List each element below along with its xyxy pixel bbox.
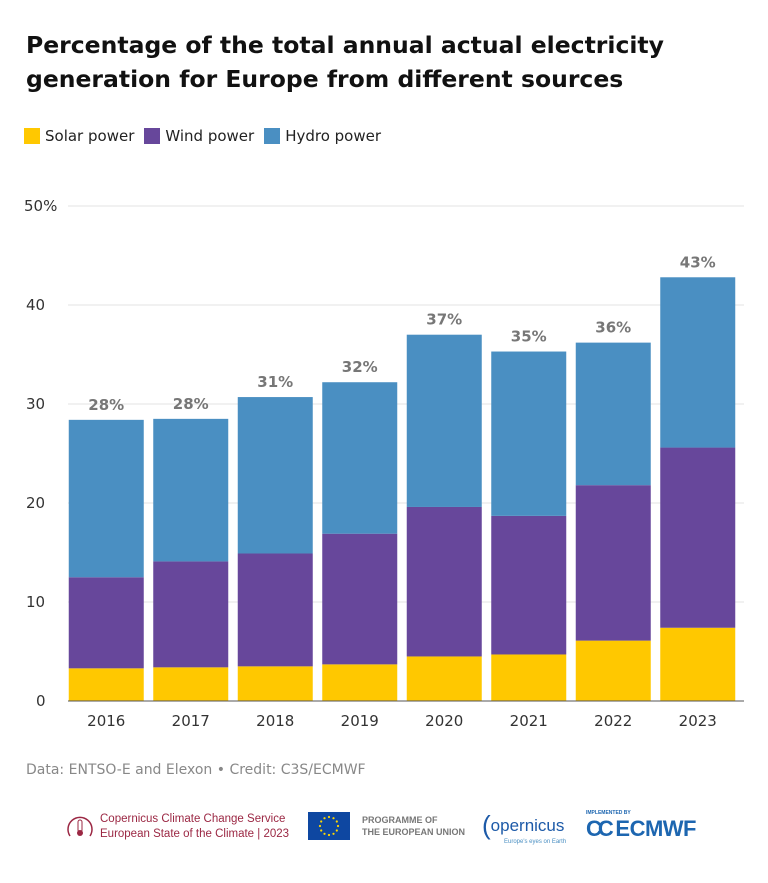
y-tick-label: 10 — [26, 593, 45, 611]
ecmwf-implemented: IMPLEMENTED BY — [586, 810, 631, 816]
bar-hydro-power — [491, 351, 567, 516]
y-tick-label: 0 — [36, 692, 46, 710]
total-label: 31% — [257, 373, 293, 391]
bar-solar-power — [68, 668, 144, 701]
bar-solar-power — [491, 654, 567, 701]
bar-wind-power — [575, 485, 651, 641]
c3s-line2: European State of the Climate | 2023 — [100, 828, 290, 840]
copernicus-logo: (opernicus Europe's eyes on Earth — [482, 810, 567, 845]
footer-logos: Copernicus Climate Change Service Europea… — [66, 810, 746, 850]
bar-wind-power — [491, 515, 567, 655]
legend-label: Solar power — [45, 127, 135, 145]
y-tick-label: 30 — [26, 395, 45, 413]
legend-swatch — [24, 128, 40, 144]
c3s-logo: Copernicus Climate Change Service Europea… — [66, 812, 289, 842]
bar-hydro-power — [575, 342, 651, 486]
x-tick-label: 2021 — [510, 712, 548, 730]
legend-label: Wind power — [165, 127, 255, 145]
bar-hydro-power — [322, 382, 398, 534]
x-tick-label: 2023 — [679, 712, 717, 730]
y-tick-label: 40 — [26, 296, 45, 314]
x-tick-label: 2018 — [256, 712, 294, 730]
total-label: 37% — [426, 311, 462, 329]
bar-wind-power — [153, 561, 229, 668]
eu-flag-icon — [308, 812, 350, 840]
bar-solar-power — [237, 666, 313, 701]
bar-hydro-power — [153, 418, 229, 562]
bar-hydro-power — [68, 419, 144, 578]
ecmwf-text: ECMWF — [615, 816, 696, 841]
chart-title: Percentage of the total annual actual el… — [26, 31, 664, 93]
eu-logo: PROGRAMME OF THE EUROPEAN UNION — [308, 812, 465, 840]
total-label: 28% — [88, 396, 124, 414]
y-tick-label: 50% — [24, 197, 57, 215]
bar-wind-power — [406, 506, 482, 657]
source-credit: Data: ENTSO-E and Elexon • Credit: C3S/E… — [26, 762, 366, 778]
total-label: 43% — [680, 253, 716, 271]
total-label: 36% — [595, 319, 631, 337]
eu-line2: THE EUROPEAN UNION — [362, 827, 466, 837]
bar-hydro-power — [660, 277, 736, 448]
ecmwf-wordmark: CC ECMWF — [586, 816, 696, 841]
bar-solar-power — [406, 656, 482, 701]
legend-swatch — [264, 128, 281, 144]
bar-chart: 0 10 20 30 40 50% 28% 2016 28% 2017 31% 2018 32% 2019… — [24, 197, 744, 730]
bar-solar-power — [660, 627, 736, 701]
total-label: 35% — [511, 328, 547, 346]
total-label: 28% — [173, 395, 209, 413]
bar-solar-power — [322, 664, 398, 701]
ecmwf-logo: IMPLEMENTED BY CC ECMWF — [586, 810, 696, 842]
copernicus-tagline: Europe's eyes on Earth — [504, 839, 567, 845]
legend-label: Hydro power — [285, 127, 382, 145]
c3s-line1: Copernicus Climate Change Service — [100, 813, 286, 825]
bar-wind-power — [237, 553, 313, 667]
x-tick-label: 2020 — [425, 712, 463, 730]
bar-solar-power — [153, 667, 229, 701]
thermometer-icon — [67, 816, 93, 837]
copernicus-wordmark: opernicus — [490, 816, 565, 835]
bar-wind-power — [660, 447, 736, 628]
legend-swatch — [144, 128, 161, 144]
legend-item-solar: Solar power — [24, 127, 134, 145]
legend: Solar power Wind power Hydro power — [24, 127, 381, 145]
x-tick-label: 2019 — [341, 712, 379, 730]
x-tick-label: 2016 — [87, 712, 125, 730]
y-tick-label: 20 — [26, 494, 45, 512]
eu-line1: PROGRAMME OF — [362, 815, 438, 825]
x-tick-label: 2022 — [594, 712, 632, 730]
total-label: 32% — [342, 358, 378, 376]
bar-solar-power — [575, 640, 651, 701]
bar-hydro-power — [406, 334, 482, 507]
bar-wind-power — [322, 533, 398, 665]
legend-item-hydro: Hydro power — [264, 127, 381, 145]
legend-item-wind: Wind power — [144, 127, 254, 145]
bar-hydro-power — [237, 397, 313, 554]
x-tick-label: 2017 — [172, 712, 210, 730]
bar-wind-power — [68, 577, 144, 669]
